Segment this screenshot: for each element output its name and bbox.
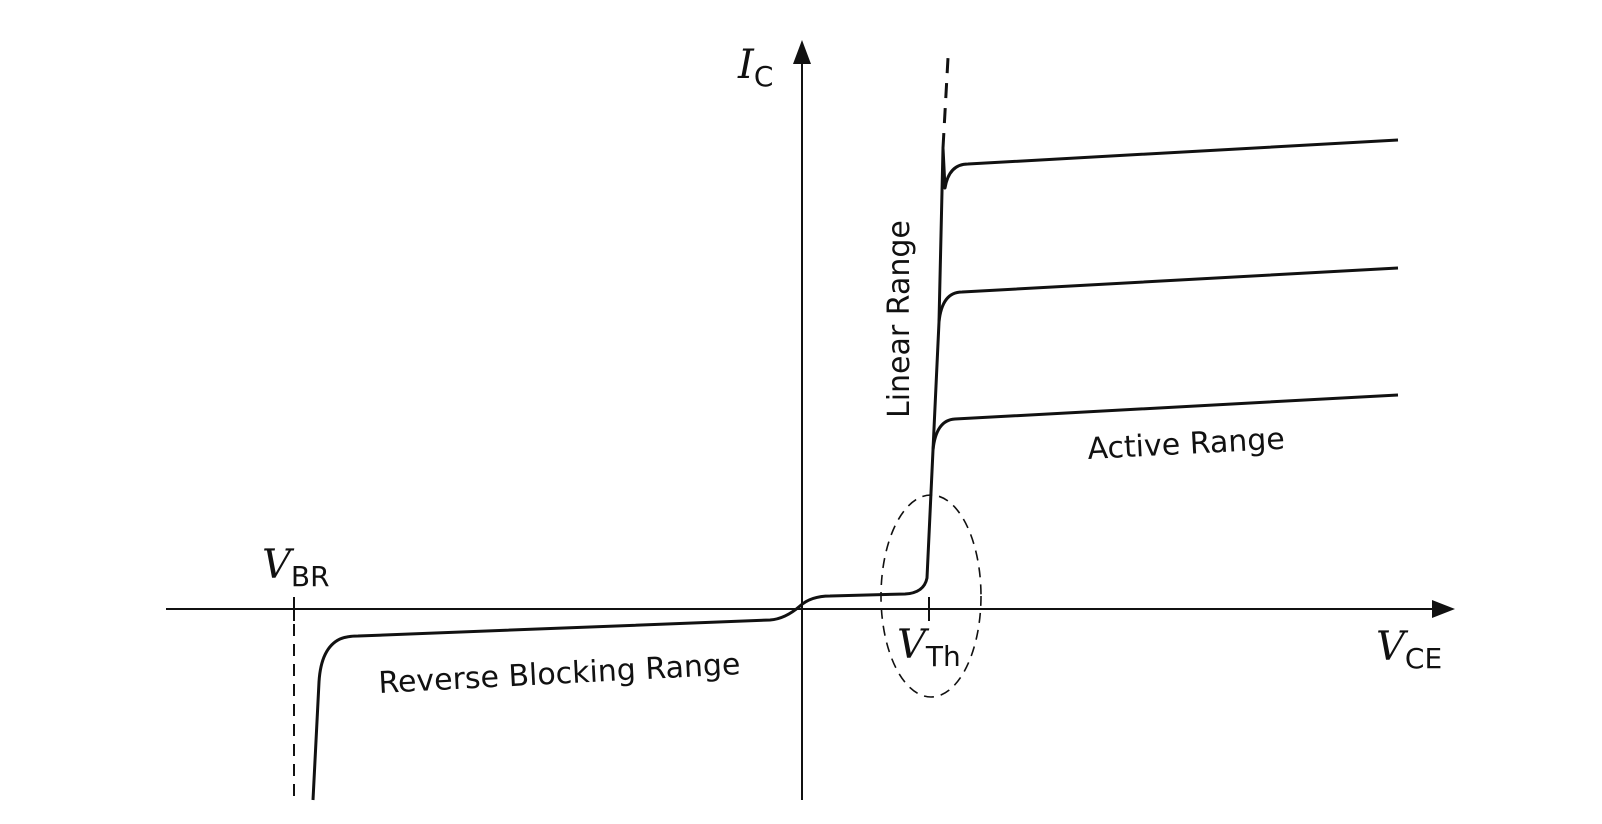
linear-range-label: Linear Range (882, 220, 917, 418)
active-range-label: Active Range (1087, 422, 1286, 467)
x-axis-symbol: V (1376, 624, 1409, 670)
y-axis-subscript: C (754, 60, 774, 93)
x-axis-subscript: CE (1405, 642, 1442, 675)
threshold-symbol: V (897, 622, 930, 668)
threshold-voltage-label: VTh (897, 622, 961, 673)
x-axis-label: VCE (1376, 624, 1442, 675)
characteristic-curve-mid (931, 266, 1399, 451)
threshold-subscript: Th (925, 640, 961, 673)
x-axis-arrow-icon (1432, 600, 1455, 618)
y-axis-symbol: I (737, 42, 755, 88)
breakdown-voltage-label: VBR (262, 542, 330, 593)
breakdown-subscript: BR (291, 560, 330, 593)
characteristic-curve-high (937, 138, 1399, 323)
linear-range-extension (941, 57, 950, 149)
y-axis-arrow-icon (793, 40, 811, 64)
reverse-blocking-range-label: Reverse Blocking Range (378, 647, 742, 701)
breakdown-symbol: V (262, 542, 295, 588)
y-axis-label: IC (737, 42, 773, 93)
